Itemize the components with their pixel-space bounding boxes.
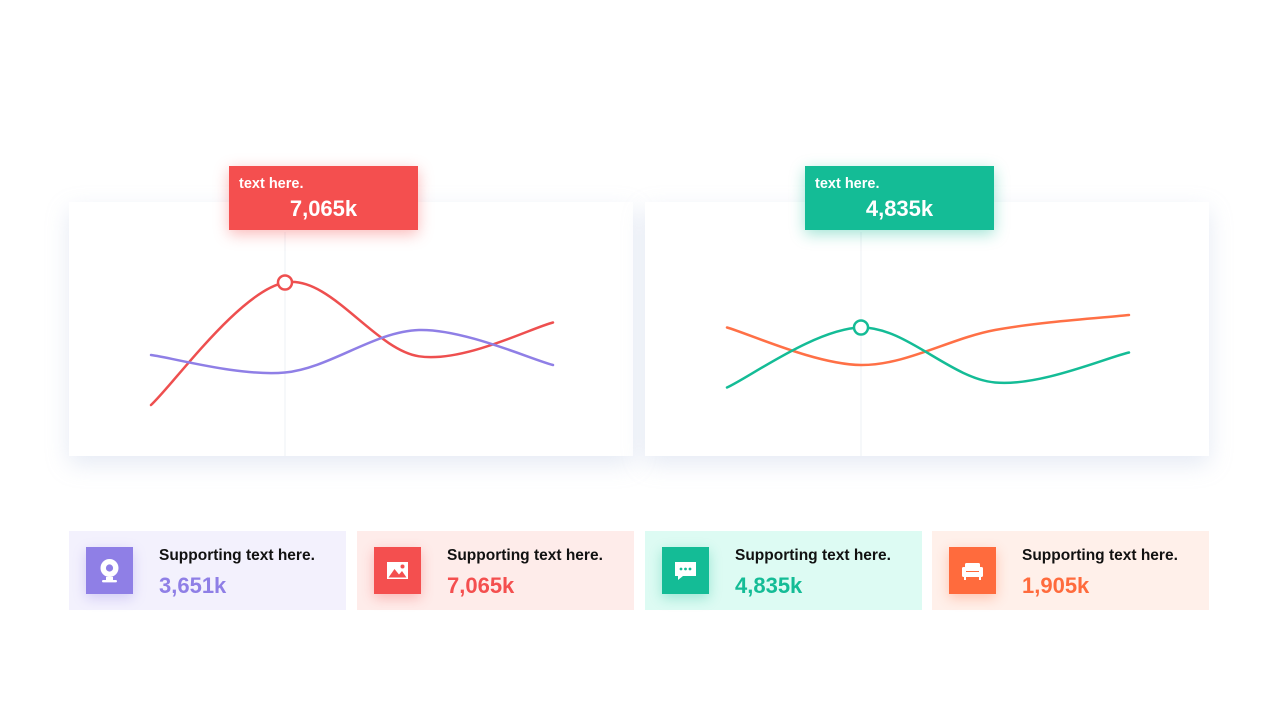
card-supporting-text: Supporting text here. bbox=[447, 547, 603, 564]
series-line-1 bbox=[725, 326, 1131, 389]
card-supporting-text: Supporting text here. bbox=[735, 547, 891, 564]
card-value: 7,065k bbox=[447, 573, 515, 598]
series-line-1 bbox=[149, 328, 555, 375]
line-chart-left bbox=[149, 232, 555, 456]
callout-value: 7,065k bbox=[289, 196, 358, 221]
image-icon bbox=[374, 547, 421, 594]
series-line-0 bbox=[149, 280, 555, 407]
callout-value: 4,835k bbox=[865, 196, 934, 221]
highlight-point-marker bbox=[276, 274, 294, 291]
card-value: 3,651k bbox=[159, 573, 227, 598]
callout-right: text here. 4,835k bbox=[805, 166, 994, 230]
callout-label: text here. bbox=[815, 176, 880, 192]
line-chart-right bbox=[725, 232, 1131, 456]
highlight-point-marker bbox=[852, 319, 870, 336]
chat-icon bbox=[662, 547, 709, 594]
chart-panel-right bbox=[645, 202, 1209, 456]
stat-card-sofa: Supporting text here. 1,905k bbox=[932, 531, 1209, 610]
callout-left: text here. 7,065k bbox=[229, 166, 418, 230]
card-supporting-text: Supporting text here. bbox=[1022, 547, 1178, 564]
series-line-0 bbox=[725, 313, 1131, 367]
chart-panel-left bbox=[69, 202, 633, 456]
stat-card-chat: Supporting text here. 4,835k bbox=[645, 531, 922, 610]
callout-label: text here. bbox=[239, 176, 304, 192]
stat-card-image: Supporting text here. 7,065k bbox=[357, 531, 634, 610]
stat-card-webcam: Supporting text here. 3,651k bbox=[69, 531, 346, 610]
card-supporting-text: Supporting text here. bbox=[159, 547, 315, 564]
webcam-icon bbox=[86, 547, 133, 594]
card-value: 1,905k bbox=[1022, 573, 1090, 598]
sofa-icon bbox=[949, 547, 996, 594]
card-value: 4,835k bbox=[735, 573, 803, 598]
